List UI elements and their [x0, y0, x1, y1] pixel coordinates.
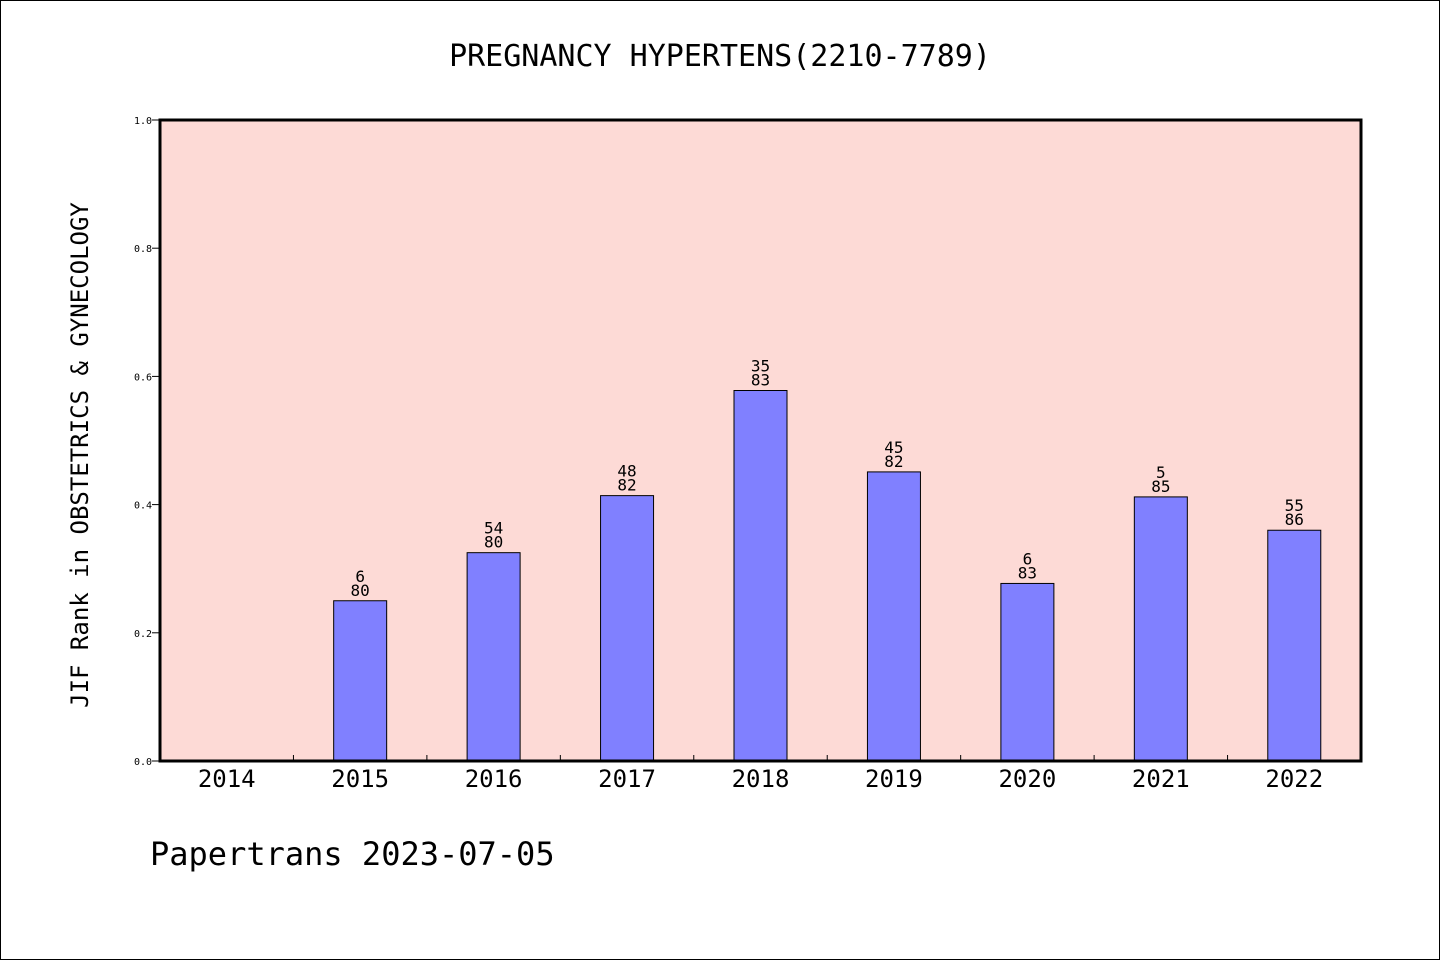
x-tick-label: 2017	[598, 765, 656, 793]
x-tick-label: 2019	[865, 765, 923, 793]
x-axis-ticks: 2014 2015 2016 2017 2018 2019 2020 2021 2022	[198, 755, 1323, 793]
y-tick-label: 0.8	[134, 244, 152, 255]
bar-label-total: 83	[751, 371, 770, 390]
bar-2016	[466, 552, 521, 762]
y-axis-label: JIF Rank in OBSTETRICS & GYNECOLOGY	[66, 202, 94, 708]
bar-label-rank: 48	[617, 462, 636, 481]
bar-label-rank: 35	[751, 357, 770, 376]
y-axis-ticks: 0.0 0.2 0.4 0.6 0.8 1.0	[134, 116, 160, 768]
x-tick-label: 2015	[331, 765, 389, 793]
bar-label-total: 80	[484, 533, 503, 552]
bar-label-total: 83	[1018, 563, 1037, 582]
bar-2015	[333, 600, 388, 762]
bar-2018	[733, 390, 788, 762]
x-tick-label: 2020	[998, 765, 1056, 793]
bar-2019	[866, 471, 921, 762]
bar-label-rank: 6	[355, 567, 365, 586]
bar-2022	[1267, 529, 1322, 762]
footer-text: Papertrans 2023-07-05	[150, 835, 555, 873]
x-tick-label: 2018	[732, 765, 790, 793]
bar-label-total: 86	[1285, 510, 1304, 529]
bar-2021	[1133, 496, 1188, 762]
x-tick-label: 2014	[198, 765, 256, 793]
x-tick-label: 2021	[1132, 765, 1190, 793]
x-tick-label: 2016	[465, 765, 523, 793]
y-tick-label: 0.0	[134, 757, 152, 768]
bar-label-rank: 45	[884, 438, 903, 457]
chart-title: PREGNANCY HYPERTENS(2210-7789)	[449, 39, 991, 74]
x-tick-label: 2022	[1265, 765, 1323, 793]
bar-label-rank: 6	[1023, 549, 1033, 568]
y-tick-label: 0.2	[134, 629, 152, 640]
plot-border	[158, 118, 1363, 763]
bar-2017	[600, 495, 655, 762]
bar-label-rank: 5	[1156, 463, 1166, 482]
bars	[333, 390, 1322, 762]
y-tick-label: 0.6	[134, 372, 152, 383]
bar-label-total: 82	[617, 476, 636, 495]
bar-label-total: 85	[1151, 477, 1170, 496]
bar-label-rank: 55	[1285, 496, 1304, 515]
y-tick-label: 1.0	[134, 116, 152, 127]
bar-label-total: 82	[884, 452, 903, 471]
bar-label-total: 80	[351, 581, 370, 600]
y-tick-label: 0.4	[134, 501, 152, 512]
bar-label-rank: 54	[484, 519, 503, 538]
bar-2020	[1000, 582, 1055, 762]
